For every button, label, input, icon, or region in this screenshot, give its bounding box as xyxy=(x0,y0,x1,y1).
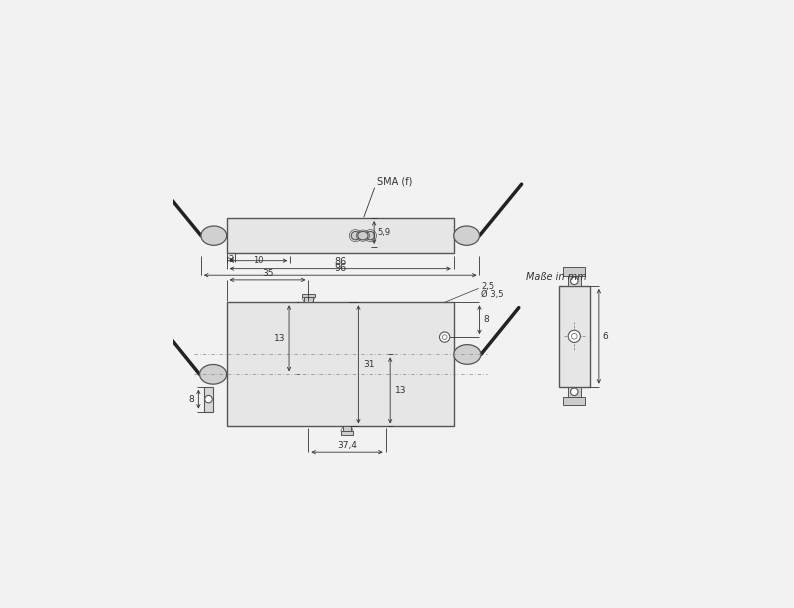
Text: 8: 8 xyxy=(484,315,489,324)
Text: Maße in mm: Maße in mm xyxy=(526,272,587,282)
Text: Ø 3,5: Ø 3,5 xyxy=(481,289,503,299)
Text: 2,5: 2,5 xyxy=(481,282,494,291)
Bar xyxy=(563,268,585,275)
Text: 8: 8 xyxy=(189,395,195,404)
Bar xyxy=(302,294,314,297)
Bar xyxy=(563,397,585,406)
Text: 86: 86 xyxy=(334,257,346,267)
Bar xyxy=(568,387,581,397)
Circle shape xyxy=(351,232,360,240)
Bar xyxy=(226,218,453,253)
Text: 13: 13 xyxy=(395,386,407,395)
Text: SMA (f): SMA (f) xyxy=(377,177,412,187)
Ellipse shape xyxy=(358,232,368,240)
Ellipse shape xyxy=(453,226,480,245)
Text: 10: 10 xyxy=(253,256,264,265)
Text: 35: 35 xyxy=(262,269,273,277)
Text: 37,4: 37,4 xyxy=(337,441,357,450)
Circle shape xyxy=(440,332,450,342)
Circle shape xyxy=(569,330,580,342)
Ellipse shape xyxy=(201,226,226,245)
Text: 2: 2 xyxy=(228,255,233,263)
Circle shape xyxy=(205,395,212,403)
Circle shape xyxy=(366,232,375,240)
Text: 5,9: 5,9 xyxy=(377,228,391,237)
Text: 13: 13 xyxy=(274,334,285,343)
Text: 96: 96 xyxy=(334,263,346,274)
Text: 6: 6 xyxy=(603,332,608,341)
Ellipse shape xyxy=(453,345,481,364)
Bar xyxy=(343,426,351,432)
Bar xyxy=(226,302,453,426)
Text: 31: 31 xyxy=(363,360,375,369)
Circle shape xyxy=(571,388,578,396)
Ellipse shape xyxy=(199,364,226,384)
Bar xyxy=(304,297,313,302)
Bar xyxy=(559,286,589,387)
Bar xyxy=(568,275,581,286)
Bar xyxy=(341,432,353,435)
Circle shape xyxy=(571,277,578,285)
Bar xyxy=(204,387,213,412)
